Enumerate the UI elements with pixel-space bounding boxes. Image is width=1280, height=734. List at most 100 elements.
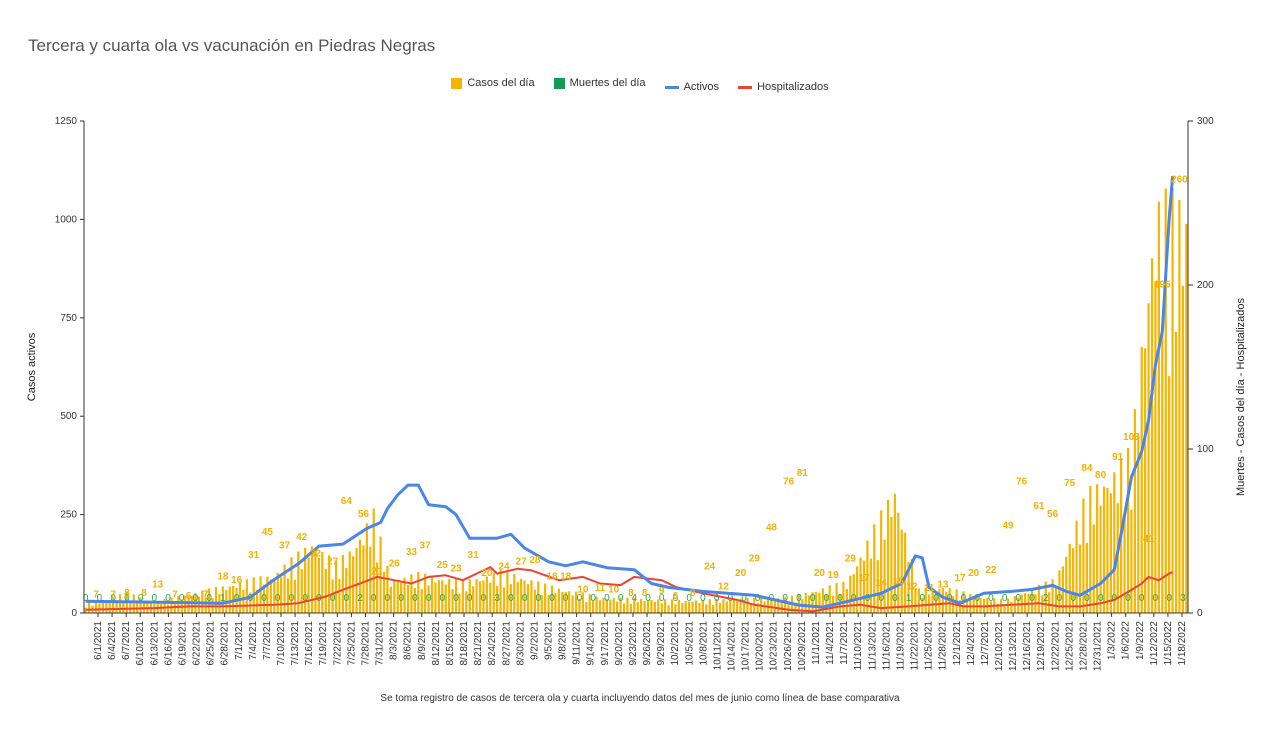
casos-bar <box>345 567 348 613</box>
casos-data-label: 37 <box>279 540 291 551</box>
muertes-label: 0 <box>714 593 720 604</box>
legend-item-casos: Casos del día <box>451 77 535 89</box>
x-tick-label: 10/29/2021 <box>797 621 808 671</box>
casos-bar <box>739 598 742 613</box>
casos-data-label: 29 <box>749 553 761 564</box>
casos-bar <box>430 576 434 613</box>
x-tick-label: 6/1/2021 <box>93 621 104 660</box>
muertes-label: 0 <box>440 593 446 604</box>
muertes-label: 0 <box>1112 593 1118 604</box>
casos-bar <box>914 588 917 613</box>
casos-bar <box>883 539 886 613</box>
casos-data-label: 260 <box>1171 175 1188 186</box>
x-tick-label: 11/28/2021 <box>938 621 949 671</box>
muertes-label: 0 <box>1002 593 1008 604</box>
casos-bar <box>643 600 646 613</box>
casos-bar <box>814 591 818 613</box>
x-tick-label: 6/16/2021 <box>163 621 174 666</box>
y-tick-label-left: 1000 <box>55 214 78 225</box>
x-tick-label: 10/2/2021 <box>670 621 681 666</box>
casos-data-label: 49 <box>1002 521 1014 532</box>
casos-bar <box>520 578 523 613</box>
x-tick-label: 12/25/2021 <box>1064 621 1075 671</box>
casos-bar <box>866 540 869 613</box>
casos-bar <box>245 579 248 613</box>
muertes-label: 0 <box>1166 593 1172 604</box>
chart-legend: Casos del día Muertes del día Activos Ho… <box>0 77 1280 93</box>
casos-bar <box>612 598 615 613</box>
casos-bar <box>1102 486 1106 613</box>
casos-bar <box>928 594 931 613</box>
y-tick-label-left: 750 <box>60 313 77 324</box>
casos-bar <box>331 579 334 613</box>
casos-bar <box>725 601 728 613</box>
casos-bar <box>376 562 379 613</box>
casos-bar <box>348 551 351 613</box>
casos-bar <box>472 586 475 613</box>
x-tick-label: 6/7/2021 <box>121 621 132 660</box>
x-tick-label: 10/8/2021 <box>698 621 709 666</box>
casos-bar <box>526 584 530 613</box>
casos-bar <box>849 575 852 613</box>
casos-bar <box>177 596 180 613</box>
x-tick-label: 7/28/2021 <box>361 621 372 666</box>
x-tick-label: 10/26/2021 <box>783 621 794 671</box>
casos-bar <box>530 580 533 613</box>
casos-data-label: 22 <box>985 565 997 576</box>
muertes-label: 0 <box>193 593 199 604</box>
x-tick-label: 6/22/2021 <box>192 621 203 666</box>
casos-bar <box>595 596 598 613</box>
x-tick-label: 9/2/2021 <box>529 621 540 660</box>
muertes-label: 0 <box>892 593 898 604</box>
muertes-label: 0 <box>371 593 377 604</box>
muertes-label: 1 <box>220 593 226 604</box>
y-axis-left-label: Casos activos <box>26 332 38 401</box>
y-tick-label-right: 0 <box>1197 608 1203 619</box>
casos-bar <box>897 512 900 613</box>
casos-bar <box>537 581 540 613</box>
casos-bar <box>1133 409 1136 613</box>
x-tick-label: 8/3/2021 <box>389 621 400 660</box>
casos-bar <box>465 591 468 613</box>
casos-bar <box>389 586 392 613</box>
casos-bar <box>862 560 866 613</box>
muertes-label: 0 <box>1084 593 1090 604</box>
casos-data-label: 48 <box>766 522 778 533</box>
casos-bar <box>489 582 492 613</box>
casos-bar <box>118 594 122 613</box>
x-tick-label: 1/9/2022 <box>1135 621 1146 660</box>
muertes-label: 0 <box>988 593 994 604</box>
x-tick-label: 11/4/2021 <box>825 621 836 665</box>
casos-bar <box>564 591 567 613</box>
casos-data-label: 7 <box>93 590 99 601</box>
casos-bar <box>561 591 564 613</box>
casos-bar <box>293 579 296 613</box>
muertes-label: 0 <box>878 593 884 604</box>
muertes-label: 0 <box>1057 593 1063 604</box>
muertes-label: 0 <box>302 593 308 604</box>
casos-bar <box>585 602 588 613</box>
casos-data-label: 80 <box>1095 470 1107 481</box>
x-tick-label: 7/13/2021 <box>290 621 301 666</box>
casos-bar <box>396 581 399 613</box>
casos-bar <box>1123 515 1126 613</box>
casos-bar <box>886 499 890 613</box>
casos-bar <box>938 588 941 613</box>
casos-bar <box>1051 579 1054 613</box>
casos-data-label: 24 <box>704 562 716 573</box>
casos-bar <box>1085 542 1088 613</box>
casos-bar <box>1048 592 1051 613</box>
casos-bar <box>1181 285 1184 613</box>
x-tick-label: 9/20/2021 <box>614 621 625 666</box>
casos-bar <box>1010 601 1013 613</box>
casos-bar <box>544 583 547 613</box>
casos-bar <box>88 602 91 613</box>
legend-item-activos: Activos <box>664 81 719 93</box>
casos-bar <box>1003 605 1006 613</box>
casos-bar <box>602 598 605 613</box>
casos-bar <box>749 604 752 613</box>
casos-bar <box>458 593 461 613</box>
casos-bar <box>221 586 224 613</box>
muertes-label: 0 <box>686 593 692 604</box>
